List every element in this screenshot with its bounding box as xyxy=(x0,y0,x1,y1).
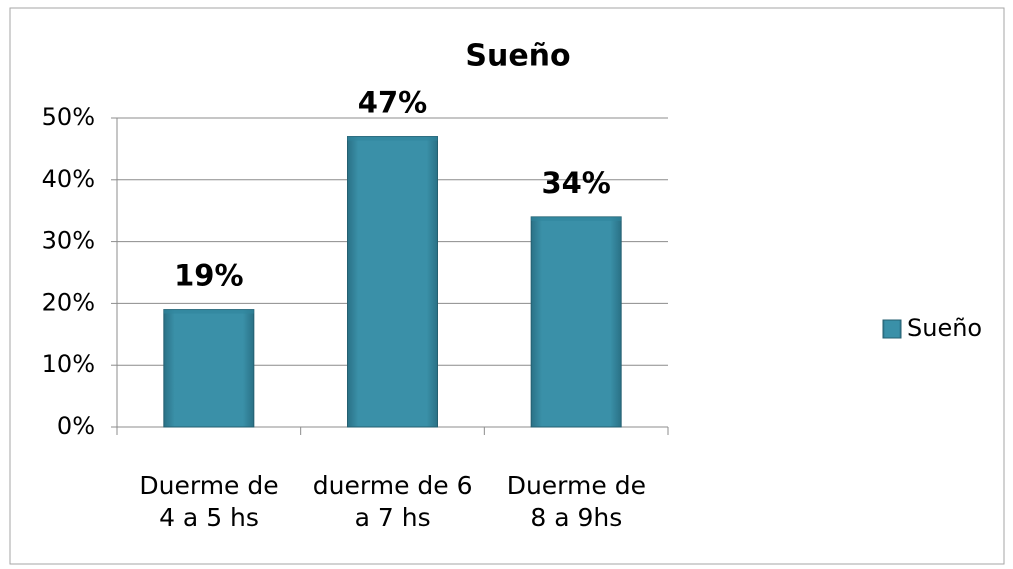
bar-top xyxy=(347,136,438,141)
y-tick-label: 40% xyxy=(42,165,95,193)
y-tick-label: 10% xyxy=(42,350,95,378)
chart-title: Sueño xyxy=(465,39,570,74)
chart-border xyxy=(9,7,1005,565)
legend-swatch xyxy=(882,319,902,339)
bar-top xyxy=(163,309,254,314)
x-tick-label: Duerme de 8 a 9hs xyxy=(506,471,646,532)
bar xyxy=(163,309,255,428)
x-tick-label: duerme de 6 a 7 hs xyxy=(312,471,473,532)
data-label: 34% xyxy=(541,166,610,200)
y-tick-label: 20% xyxy=(42,288,95,316)
x-tick-label: Duerme de 4 a 5 hs xyxy=(139,471,279,532)
data-label: 19% xyxy=(174,259,243,293)
bar xyxy=(347,136,438,428)
legend-label: Sueño xyxy=(907,314,982,342)
y-tick-label: 30% xyxy=(42,227,95,255)
bar-top xyxy=(531,216,622,221)
bar xyxy=(530,216,622,428)
data-label: 47% xyxy=(358,86,427,120)
y-tick-label: 50% xyxy=(42,103,95,131)
y-tick-label: 0% xyxy=(57,412,95,440)
